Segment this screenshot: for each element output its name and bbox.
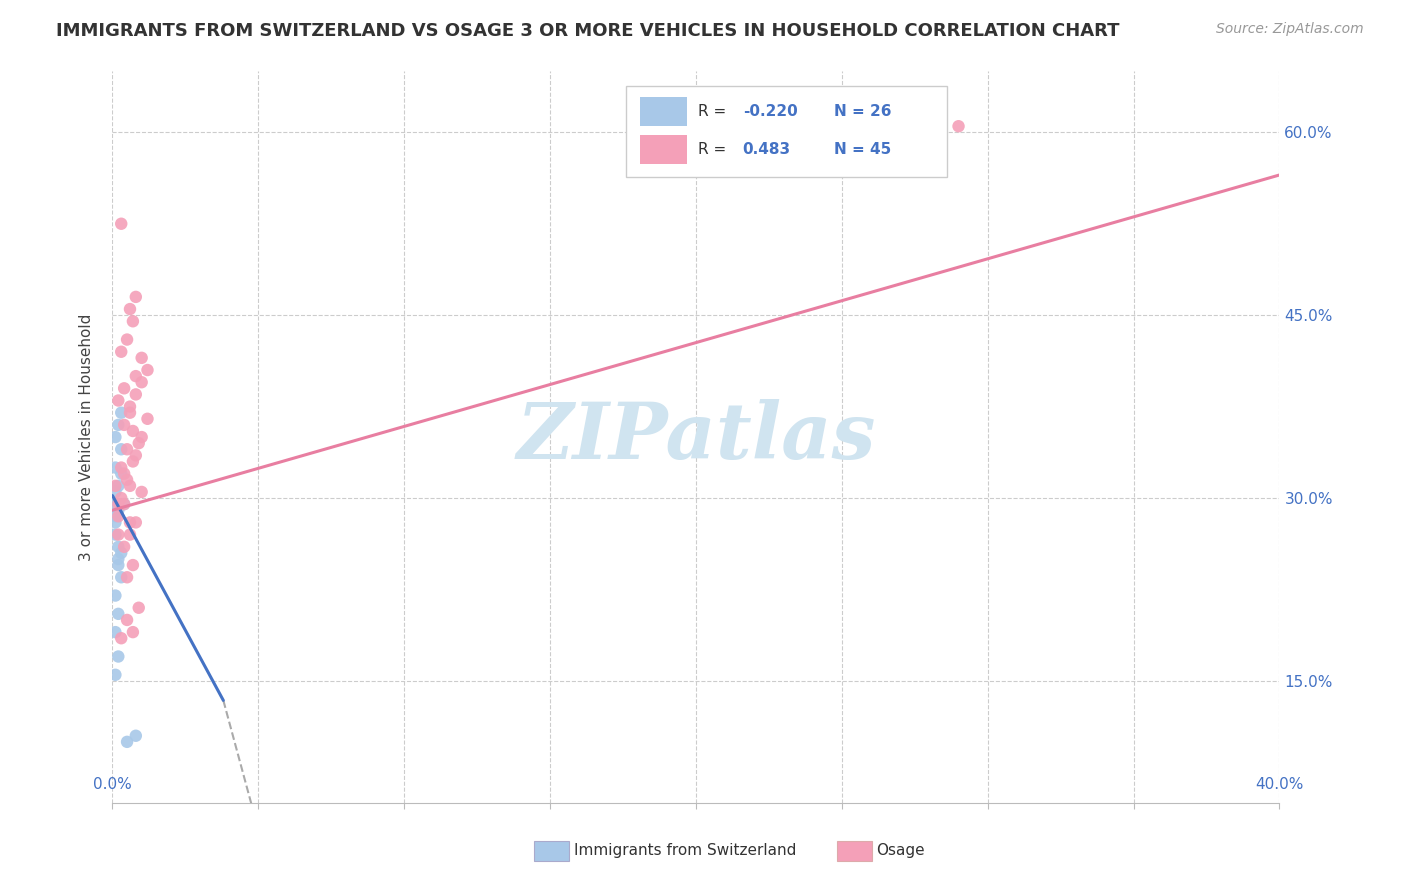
Point (115, 442, 138, 457)
Point (118, 516, 141, 530)
Point (125, 369, 148, 384)
Point (110, 344, 132, 359)
Point (110, 406, 132, 420)
Point (107, 540, 129, 554)
Text: R =: R = (699, 104, 731, 120)
FancyBboxPatch shape (640, 97, 686, 126)
Point (122, 454, 145, 468)
Point (107, 497, 129, 511)
Point (122, 558, 145, 573)
Point (125, 387, 148, 401)
Text: 40.0%: 40.0% (1256, 777, 1303, 792)
Point (118, 406, 141, 420)
Point (107, 552, 129, 566)
Point (122, 314, 145, 328)
Point (110, 460, 132, 475)
Point (131, 430, 153, 444)
Point (104, 497, 127, 511)
Point (107, 649, 129, 664)
Text: IMMIGRANTS FROM SWITZERLAND VS OSAGE 3 OR MORE VEHICLES IN HOUSEHOLD CORRELATION: IMMIGRANTS FROM SWITZERLAND VS OSAGE 3 O… (56, 22, 1119, 40)
Point (104, 479, 127, 493)
Point (110, 467, 132, 481)
Point (125, 516, 148, 530)
Point (112, 497, 135, 511)
FancyBboxPatch shape (626, 86, 946, 178)
Point (115, 333, 138, 347)
Text: 0.0%: 0.0% (93, 777, 132, 792)
Point (110, 546, 132, 560)
Point (122, 625, 145, 640)
Point (128, 436, 150, 450)
Point (112, 540, 135, 554)
Text: R =: R = (699, 142, 731, 157)
Point (125, 290, 148, 304)
Point (122, 424, 145, 438)
Text: Source: ZipAtlas.com: Source: ZipAtlas.com (1216, 22, 1364, 37)
Point (107, 607, 129, 621)
Point (104, 625, 127, 640)
Point (104, 509, 127, 524)
Point (115, 570, 138, 584)
Point (112, 467, 135, 481)
Text: ZIPatlas: ZIPatlas (516, 399, 876, 475)
Point (112, 417, 135, 432)
Point (118, 527, 141, 541)
Point (104, 516, 127, 530)
Point (112, 381, 135, 395)
Text: Immigrants from Switzerland: Immigrants from Switzerland (574, 844, 796, 858)
Point (948, 119, 970, 133)
Point (118, 301, 141, 316)
Point (110, 491, 132, 505)
Text: 0.483: 0.483 (742, 142, 790, 157)
Point (131, 351, 153, 365)
Point (115, 473, 138, 487)
Point (118, 479, 141, 493)
Point (131, 485, 153, 500)
Point (136, 412, 159, 426)
Point (107, 558, 129, 573)
Point (104, 485, 127, 500)
Point (104, 430, 127, 444)
Point (125, 729, 148, 743)
Text: Osage: Osage (876, 844, 925, 858)
Point (104, 667, 127, 681)
Point (118, 400, 141, 414)
Point (107, 393, 129, 408)
Point (125, 448, 148, 462)
Point (104, 460, 127, 475)
Point (110, 570, 132, 584)
Point (107, 527, 129, 541)
Point (107, 503, 129, 517)
Point (107, 417, 129, 432)
Point (131, 375, 153, 389)
Point (110, 217, 132, 231)
Point (136, 363, 159, 377)
Point (110, 632, 132, 646)
FancyBboxPatch shape (640, 135, 686, 164)
Point (112, 497, 135, 511)
Point (104, 527, 127, 541)
Point (115, 735, 138, 749)
Y-axis label: 3 or more Vehicles in Household: 3 or more Vehicles in Household (79, 313, 94, 561)
Point (115, 613, 138, 627)
Point (110, 442, 132, 457)
Point (107, 509, 129, 524)
Text: N = 45: N = 45 (834, 142, 891, 157)
Point (104, 589, 127, 603)
Point (107, 479, 129, 493)
Text: N = 26: N = 26 (834, 104, 891, 120)
Point (128, 600, 150, 615)
Text: -0.220: -0.220 (742, 104, 797, 120)
